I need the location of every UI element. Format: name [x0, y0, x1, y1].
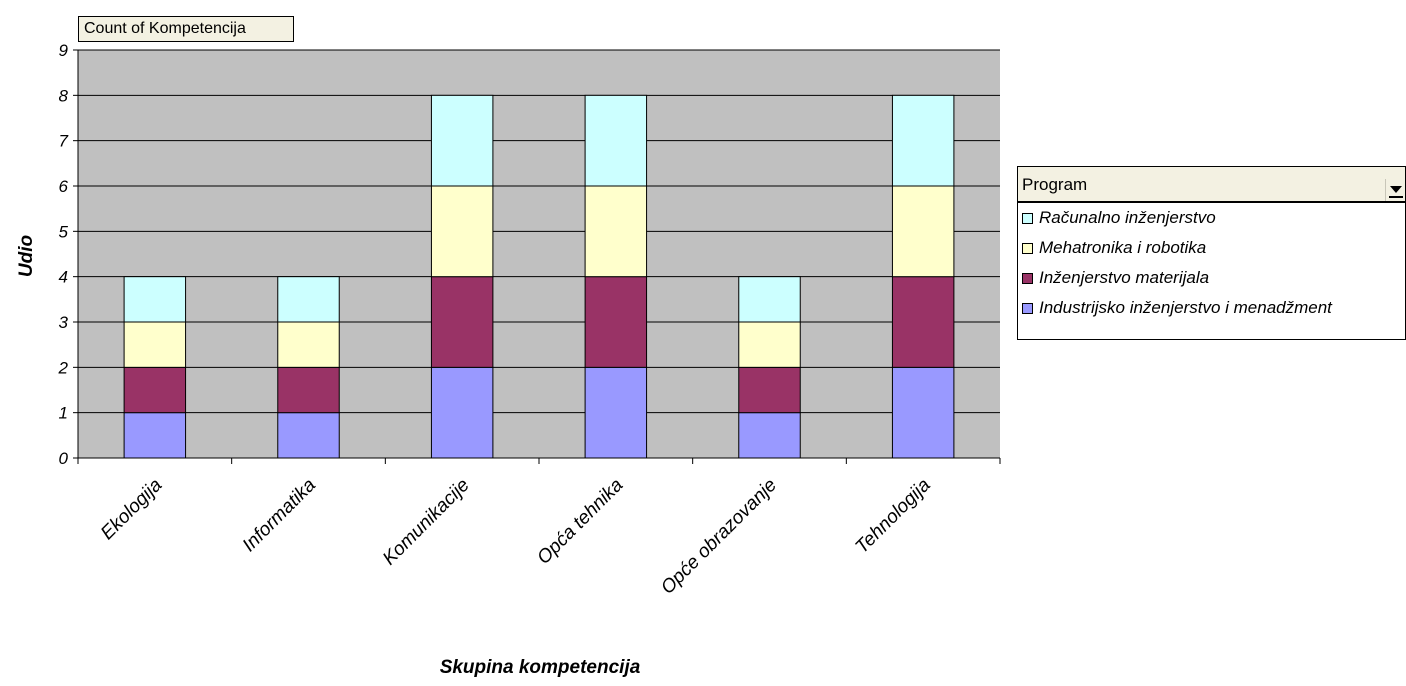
bar-segment — [738, 321, 801, 368]
legend-label: Industrijsko inženjerstvo i menadžment — [1039, 298, 1332, 317]
y-tick-label: 4 — [59, 268, 68, 287]
x-tick-label: Opća tehnika — [533, 475, 627, 569]
bar-segment — [430, 366, 494, 459]
y-tick-label: 6 — [59, 177, 69, 196]
chart: 0 1 2 3 4 5 6 7 8 9 Ekologija Informatika Komunikaci… — [16, 41, 1001, 678]
bar-segment — [584, 185, 648, 278]
bar-segment — [123, 366, 187, 414]
plot-area — [78, 50, 1000, 458]
bar-segment — [430, 276, 494, 368]
y-tick-label: 2 — [58, 358, 69, 377]
bar-segment — [584, 276, 648, 368]
legend-title: Program — [1022, 175, 1088, 194]
legend-swatch — [1022, 273, 1033, 284]
legend-swatch — [1022, 303, 1033, 314]
y-tick-label: 9 — [59, 41, 69, 60]
legend-label: Inženjerstvo materijala — [1039, 268, 1210, 287]
legend-swatch — [1022, 243, 1033, 254]
bar-segment — [277, 412, 340, 459]
bar-segment — [584, 366, 648, 459]
y-axis-title: Udio — [16, 235, 37, 277]
y-tick-label: 1 — [59, 404, 68, 423]
bar-segment — [277, 321, 340, 368]
legend-swatch — [1022, 213, 1033, 224]
bar-segment — [123, 276, 187, 323]
bar-segment — [430, 94, 494, 187]
dropdown-arrow-icon[interactable] — [1385, 179, 1405, 201]
legend-header[interactable]: Program — [1018, 167, 1405, 203]
bar-segment — [738, 276, 801, 323]
bar-segment — [430, 185, 494, 278]
y-tick-label: 0 — [59, 449, 69, 468]
legend-label: Mehatronika i robotika — [1039, 238, 1207, 257]
bar-segment — [277, 276, 340, 323]
bar-segment — [738, 366, 801, 414]
bar-segment — [891, 366, 955, 459]
y-tick-label: 3 — [59, 313, 69, 332]
pivot-field-button[interactable]: Count of Kompetencija — [78, 16, 294, 42]
x-tick-label: Opće obrazovanje — [657, 475, 781, 599]
bar-segment — [123, 412, 187, 459]
bar-segment — [891, 185, 955, 278]
bar-segment — [277, 366, 340, 414]
x-tick-label: Ekologija — [97, 475, 166, 544]
legend: Program Računalno inženjerstvo Mehatronik… — [1017, 166, 1406, 340]
bar-segment — [891, 94, 955, 187]
y-tick-label: 7 — [59, 132, 69, 151]
legend-label: Računalno inženjerstvo — [1039, 208, 1216, 227]
bar-segment — [123, 321, 187, 368]
x-tick-label: Tehnologija — [852, 475, 935, 558]
y-tick-label: 5 — [59, 222, 69, 241]
bar-segment — [738, 412, 801, 459]
bar-segment — [584, 94, 648, 187]
x-axis-title: Skupina kompetencija — [440, 657, 641, 678]
bar-segment — [891, 276, 955, 368]
x-tick-label: Informatika — [239, 475, 320, 556]
y-tick-label: 8 — [59, 86, 69, 105]
x-tick-label: Komunikacije — [379, 475, 474, 570]
